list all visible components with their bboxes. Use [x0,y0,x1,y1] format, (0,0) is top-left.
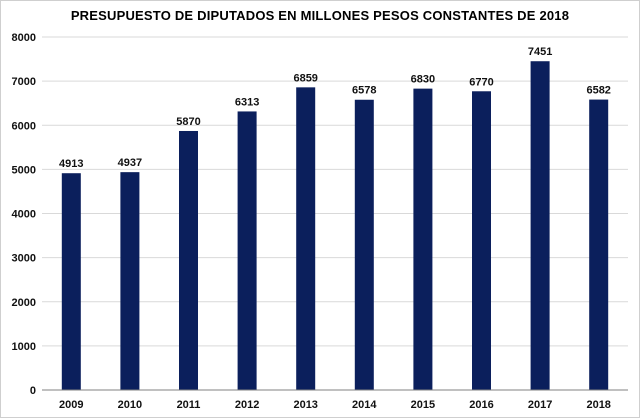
x-tick-label: 2015 [411,399,435,411]
data-label: 4913 [59,158,83,170]
data-label: 6859 [293,72,317,84]
x-tick-label: 2014 [352,399,377,411]
bar [120,172,140,390]
x-tick-label: 2016 [469,399,493,411]
x-tick-label: 2012 [235,399,259,411]
y-tick-label: 8000 [12,32,36,44]
x-tick-label: 2010 [118,399,142,411]
data-label: 6313 [235,96,259,108]
y-tick-label: 6000 [12,120,36,132]
gridlines [42,36,628,347]
bar [296,87,316,391]
y-tick-label: 7000 [12,76,36,88]
bar [472,91,491,391]
bar [61,173,81,390]
data-label: 4937 [118,157,142,169]
bars [61,61,609,391]
x-tick-label: 2009 [59,399,83,411]
x-tick-label: 2018 [586,399,610,411]
data-label: 6582 [586,85,610,97]
y-tick-label: 4000 [12,209,36,221]
data-label: 6830 [411,74,435,86]
bar [179,130,198,390]
y-tick-label: 3000 [12,253,36,265]
y-axis-ticks: 0 1000 2000 3000 4000 5000 6000 7000 8000 [12,32,36,397]
bar [589,99,609,391]
x-tick-label: 2017 [528,399,552,411]
data-label: 7451 [528,46,552,58]
x-axis-ticks: 2009 2010 2011 2012 2013 2014 2015 2016 2017 2018 [59,399,611,411]
y-tick-label: 1000 [12,341,36,353]
bar [530,61,550,391]
chart-title: PRESUPUESTO DE DIPUTADOS EN MILLONES PES… [70,8,570,23]
y-tick-label: 2000 [12,297,36,309]
x-tick-label: 2011 [177,399,201,411]
y-tick-label: 5000 [12,164,36,176]
data-label: 6770 [469,76,493,88]
data-labels: 4913 4937 5870 6313 6859 6578 6830 6770 7451 6582 [59,46,611,170]
data-label: 6578 [352,85,376,97]
bar [237,111,257,390]
bar [413,88,433,390]
bar [354,99,374,390]
data-label: 5870 [176,116,200,128]
x-tick-label: 2013 [293,399,317,411]
y-tick-label: 0 [30,385,36,397]
